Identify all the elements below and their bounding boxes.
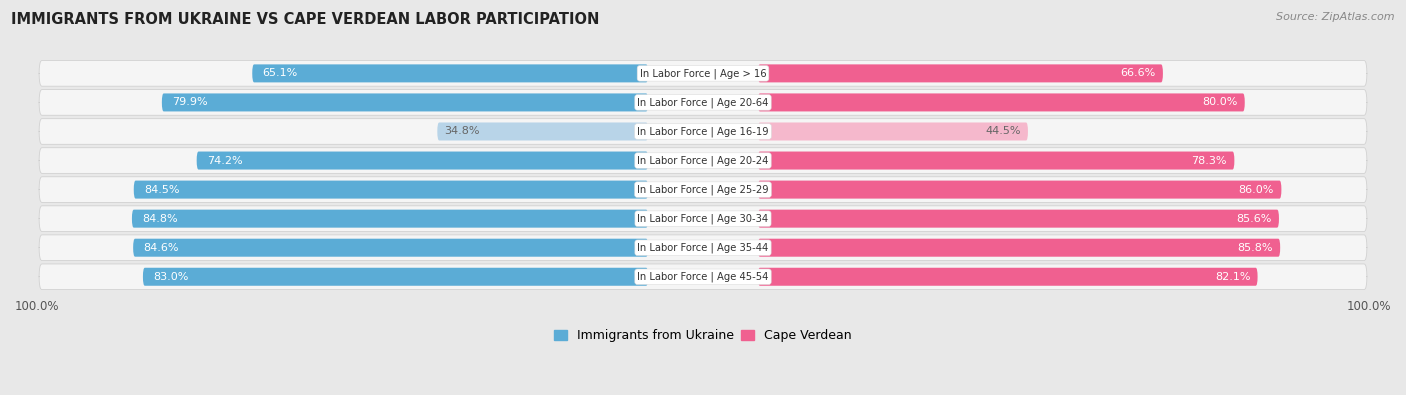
Text: In Labor Force | Age 30-34: In Labor Force | Age 30-34 xyxy=(637,213,769,224)
Text: In Labor Force | Age 45-54: In Labor Force | Age 45-54 xyxy=(637,271,769,282)
Text: Source: ZipAtlas.com: Source: ZipAtlas.com xyxy=(1277,12,1395,22)
Text: 84.5%: 84.5% xyxy=(145,184,180,195)
Text: 74.2%: 74.2% xyxy=(207,156,243,166)
Text: In Labor Force | Age 35-44: In Labor Force | Age 35-44 xyxy=(637,243,769,253)
FancyBboxPatch shape xyxy=(39,264,1367,290)
Text: 34.8%: 34.8% xyxy=(444,126,479,137)
Text: 79.9%: 79.9% xyxy=(172,98,208,107)
FancyBboxPatch shape xyxy=(758,152,1234,169)
FancyBboxPatch shape xyxy=(39,206,1367,231)
FancyBboxPatch shape xyxy=(758,64,1163,83)
Text: IMMIGRANTS FROM UKRAINE VS CAPE VERDEAN LABOR PARTICIPATION: IMMIGRANTS FROM UKRAINE VS CAPE VERDEAN … xyxy=(11,12,599,27)
FancyBboxPatch shape xyxy=(134,239,648,257)
Text: In Labor Force | Age 20-64: In Labor Force | Age 20-64 xyxy=(637,97,769,108)
FancyBboxPatch shape xyxy=(758,94,1244,111)
FancyBboxPatch shape xyxy=(758,122,1028,141)
Text: 86.0%: 86.0% xyxy=(1239,184,1274,195)
FancyBboxPatch shape xyxy=(162,94,648,111)
FancyBboxPatch shape xyxy=(758,268,1257,286)
FancyBboxPatch shape xyxy=(252,64,648,83)
Text: 66.6%: 66.6% xyxy=(1121,68,1156,78)
FancyBboxPatch shape xyxy=(39,177,1367,202)
Text: 44.5%: 44.5% xyxy=(986,126,1021,137)
FancyBboxPatch shape xyxy=(758,210,1279,228)
FancyBboxPatch shape xyxy=(197,152,648,169)
Legend: Immigrants from Ukraine, Cape Verdean: Immigrants from Ukraine, Cape Verdean xyxy=(554,329,852,342)
Text: 85.8%: 85.8% xyxy=(1237,243,1272,253)
FancyBboxPatch shape xyxy=(39,119,1367,144)
Text: In Labor Force | Age 16-19: In Labor Force | Age 16-19 xyxy=(637,126,769,137)
FancyBboxPatch shape xyxy=(134,181,648,199)
Text: 83.0%: 83.0% xyxy=(153,272,188,282)
Text: 80.0%: 80.0% xyxy=(1202,98,1237,107)
Text: In Labor Force | Age 25-29: In Labor Force | Age 25-29 xyxy=(637,184,769,195)
FancyBboxPatch shape xyxy=(39,148,1367,173)
Text: 78.3%: 78.3% xyxy=(1191,156,1227,166)
Text: 82.1%: 82.1% xyxy=(1215,272,1250,282)
FancyBboxPatch shape xyxy=(39,235,1367,260)
Text: 65.1%: 65.1% xyxy=(263,68,298,78)
FancyBboxPatch shape xyxy=(132,210,648,228)
FancyBboxPatch shape xyxy=(39,90,1367,115)
FancyBboxPatch shape xyxy=(39,60,1367,86)
FancyBboxPatch shape xyxy=(143,268,648,286)
Text: In Labor Force | Age 20-24: In Labor Force | Age 20-24 xyxy=(637,155,769,166)
FancyBboxPatch shape xyxy=(437,122,648,141)
Text: In Labor Force | Age > 16: In Labor Force | Age > 16 xyxy=(640,68,766,79)
Text: 85.6%: 85.6% xyxy=(1236,214,1271,224)
Text: 84.8%: 84.8% xyxy=(142,214,179,224)
FancyBboxPatch shape xyxy=(758,239,1281,257)
FancyBboxPatch shape xyxy=(758,181,1281,199)
Text: 84.6%: 84.6% xyxy=(143,243,179,253)
